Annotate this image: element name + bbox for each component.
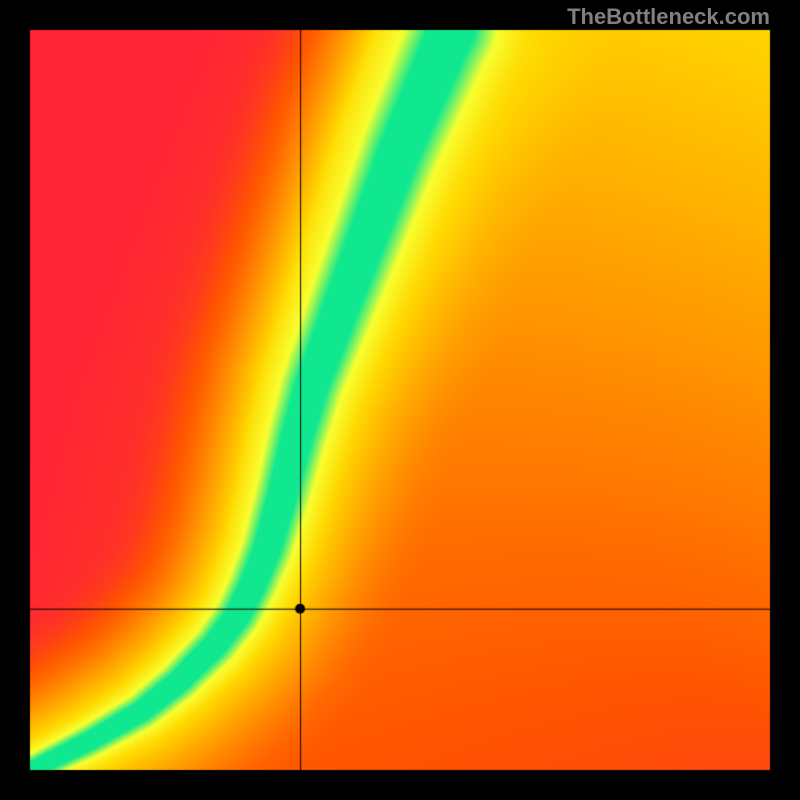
- chart-container: TheBottleneck.com: [0, 0, 800, 800]
- heatmap-canvas: [0, 0, 800, 800]
- watermark-label: TheBottleneck.com: [567, 4, 770, 30]
